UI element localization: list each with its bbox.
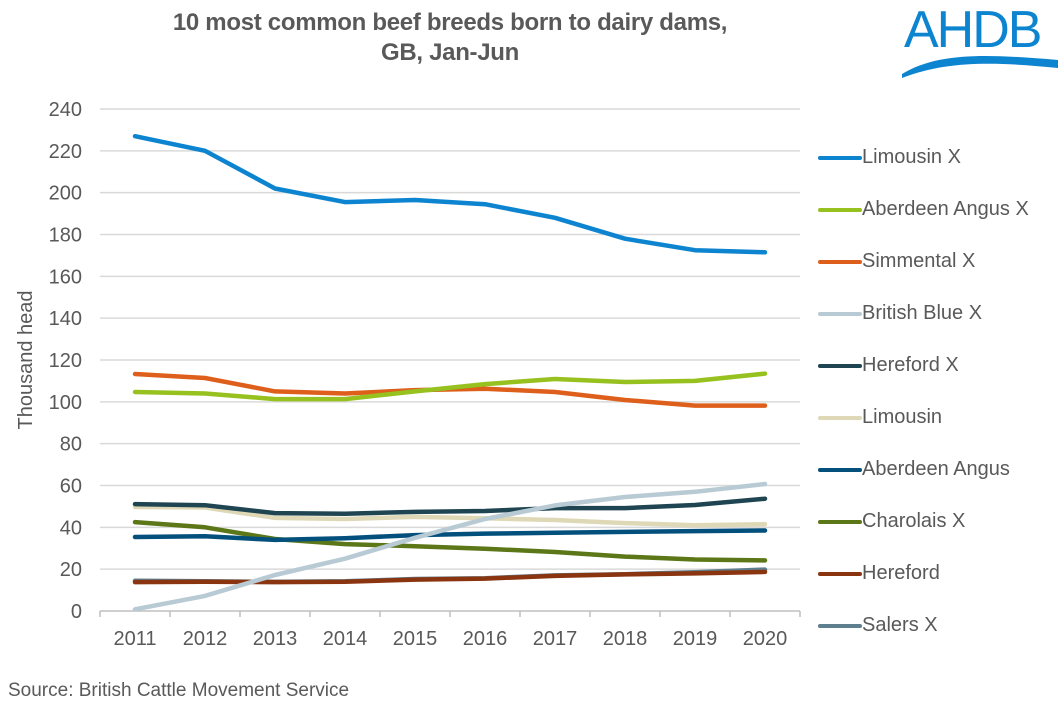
legend-label: Aberdeen Angus [862,458,1010,480]
legend-swatch [818,260,862,264]
legend-label: Hereford [862,562,940,584]
gridlines [100,108,800,570]
y-tick-label: 180 [49,225,82,247]
legend-item: Hereford [818,558,1029,610]
legend-label: Aberdeen Angus X [862,198,1029,220]
legend-label: Hereford X [862,354,959,376]
series-line-aberdeen-angus [132,528,768,543]
series-line-british-blue-x [132,481,768,612]
x-tick-label: 2016 [463,628,508,650]
x-tick-label: 2020 [743,628,788,650]
y-tick-label: 20 [60,559,82,581]
x-axis: 2011 2012 2013 2014 2015 2016 2017 2018 2019 2020 [99,610,801,650]
x-tick-label: 2013 [253,628,298,650]
wave-icon [902,55,1058,78]
legend-swatch [818,364,862,368]
x-tick-label: 2018 [603,628,648,650]
legend-item: Aberdeen Angus X [818,194,1029,246]
chart-title: 10 most common beef breeds born to dairy… [100,8,800,68]
y-tick-label: 0 [71,601,82,623]
series-line-limousin-x [132,133,768,255]
legend-item: Hereford X [818,350,1029,402]
legend-item: Salers X [818,610,1029,662]
legend-label: Limousin X [862,146,961,168]
legend-item: Limousin [818,402,1029,454]
legend-swatch [818,208,862,212]
chart-legend: Limousin X Aberdeen Angus X Simmental X Bri… [818,142,1029,662]
legend-item: British Blue X [818,298,1029,350]
legend-item: Aberdeen Angus [818,454,1029,506]
legend-item: Simmental X [818,246,1029,298]
legend-label: Simmental X [862,250,976,272]
legend-label: Charolais X [862,510,966,532]
series-line-aberdeen-angus-x [132,371,768,402]
y-axis-label: Thousand head [15,290,37,429]
series-line-hereford [132,569,768,585]
legend-swatch [818,416,862,420]
legend-swatch [818,156,862,160]
y-tick-label: 60 [60,476,82,498]
series-lines [132,133,768,612]
ahdb-logo-text: AHDB [904,1,1042,59]
legend-swatch [818,520,862,524]
legend-swatch [818,468,862,472]
x-tick-label: 2011 [113,628,156,650]
series-line-charolais-x [132,519,768,563]
y-tick-label: 120 [49,350,82,372]
legend-swatch [818,624,862,628]
legend-item: Charolais X [818,506,1029,558]
y-tick-label: 40 [60,517,82,539]
legend-swatch [818,572,862,576]
y-tick-label: 140 [49,308,82,330]
legend-label: British Blue X [862,302,983,324]
chart-title-line-2: GB, Jan-Jun [380,39,520,66]
y-tick-label: 200 [49,183,82,205]
y-tick-label: 160 [49,266,82,288]
x-tick-label: 2014 [323,628,368,650]
legend-item: Limousin X [818,142,1029,194]
chart-title-line-1: 10 most common beef breeds born to dairy… [172,9,728,36]
y-tick-label: 100 [49,392,82,414]
ahdb-logo: AHDB [898,1,1060,78]
y-axis-ticks: 0 20 40 60 80 100 120 140 160 180 200 220 240 [49,99,82,623]
source-note: Source: British Cattle Movement Service [8,680,350,701]
y-tick-label: 80 [60,434,82,456]
x-tick-label: 2017 [533,628,578,650]
x-tick-label: 2012 [183,628,228,650]
legend-label: Salers X [862,614,938,636]
x-tick-label: 2019 [673,628,718,650]
x-tick-label: 2015 [393,628,438,650]
y-tick-label: 220 [49,141,82,163]
series-line-limousin [132,504,768,528]
legend-label: Limousin [862,406,943,428]
series-line-hereford-x [132,496,768,516]
legend-swatch [818,312,862,316]
y-tick-label: 240 [49,99,82,121]
